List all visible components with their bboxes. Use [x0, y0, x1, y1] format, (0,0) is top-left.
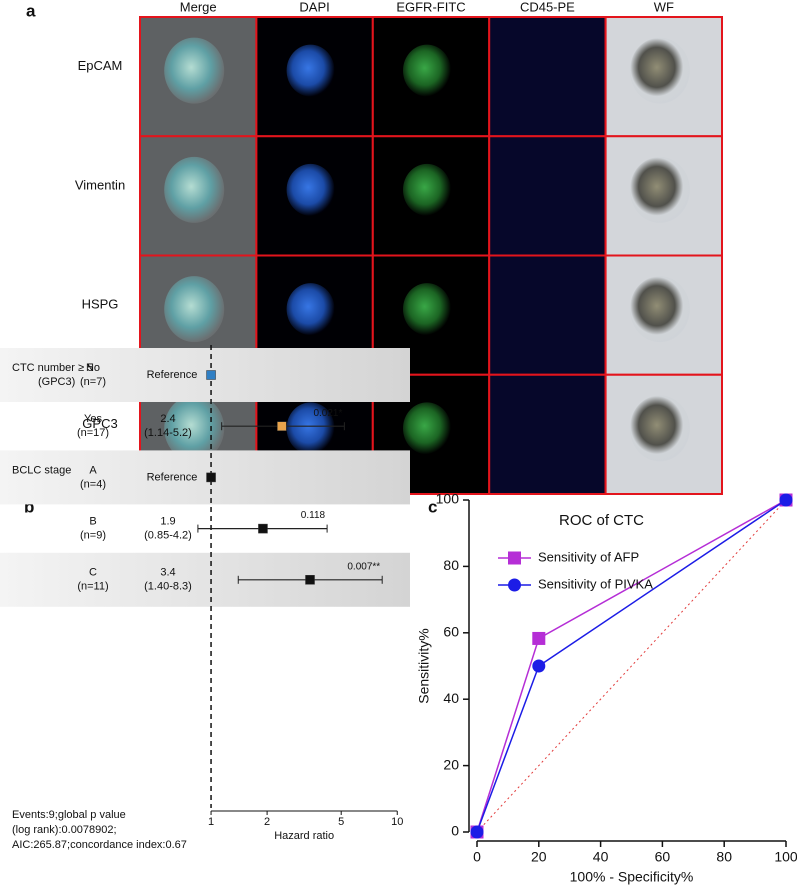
y-tick-label: 80	[443, 557, 459, 573]
panel-label: c	[428, 497, 437, 516]
chart-title: ROC of CTC	[559, 512, 644, 529]
hazard-marker	[305, 575, 315, 585]
y-tick-label: 20	[443, 756, 459, 772]
group-label: BCLC stage	[12, 464, 71, 476]
hazard-marker	[277, 421, 287, 431]
point-marker	[532, 659, 546, 673]
cell-image	[164, 156, 225, 223]
cell-image	[629, 156, 690, 223]
roc-chart: ROC of CTC 0 20 40 60 80 100 0 20 40 60 80 100 100% -…	[416, 491, 797, 885]
p-value-label: 0.021*	[313, 408, 342, 419]
y-tick-label: 0	[451, 823, 459, 839]
micrograph	[488, 135, 607, 257]
row-label: HSPG	[82, 297, 119, 312]
column-header: Merge	[180, 0, 217, 14]
cell-image	[286, 163, 335, 216]
legend-label: Sensitivity of AFP	[538, 549, 639, 564]
cell-image	[164, 276, 225, 343]
footnote: (log rank):0.0078902;	[12, 824, 117, 836]
p-value-label: 0.007**	[347, 561, 380, 572]
row-n: (n=4)	[80, 478, 106, 490]
column-header: EGFR-FITC	[396, 0, 465, 14]
x-tick-label: 5	[338, 816, 344, 828]
ci-label: (1.14-5.2)	[144, 427, 192, 439]
estimate-label: 2.4	[160, 413, 175, 425]
group-label: (GPC3)	[38, 376, 75, 388]
x-tick-label: 2	[264, 816, 270, 828]
point-marker	[532, 631, 546, 645]
x-axis-title: 100% - Specificity%	[570, 869, 694, 885]
point-marker	[779, 493, 793, 507]
legend-label: Sensitivity of PIVKA	[538, 576, 653, 591]
x-tick-label: 80	[716, 849, 732, 865]
cell-image	[164, 395, 225, 462]
hazard-marker	[206, 472, 216, 483]
column-header: CD45-PE	[520, 0, 575, 14]
row-band	[0, 348, 410, 402]
forest-plot: CTC number ≥ 5 (GPC3) No (n=7) Reference Yes (…	[0, 345, 410, 851]
y-tick-label: 40	[443, 690, 459, 706]
row-band	[0, 450, 410, 505]
cell-image	[403, 402, 451, 455]
x-tick-label: 100	[774, 849, 797, 865]
panel-label: b	[24, 497, 34, 516]
hazard-marker	[206, 370, 216, 380]
row-label: GPC3	[82, 416, 117, 431]
x-axis-title: Hazard ratio	[274, 830, 334, 842]
column-header: DAPI	[299, 0, 329, 14]
row-label: EpCAM	[78, 58, 123, 73]
cell-image	[403, 163, 451, 216]
cell-image	[629, 37, 690, 104]
x-tick-label: 40	[593, 849, 609, 865]
footnote: AIC:265.87;concordance index:0.67	[12, 839, 187, 851]
cell-image	[629, 395, 690, 462]
row-name: Yes	[84, 413, 102, 425]
row-name: No	[86, 362, 100, 374]
row-name: C	[89, 567, 97, 579]
row-n: (n=7)	[80, 376, 106, 388]
micrograph	[488, 254, 607, 376]
ci-label: (0.85-4.2)	[144, 530, 192, 542]
cell-image	[286, 402, 335, 455]
y-tick-label: 60	[443, 624, 459, 640]
x-tick-label: 0	[473, 849, 481, 865]
row-label: Vimentin	[75, 177, 125, 192]
point-marker	[470, 825, 484, 839]
ci-label: (1.40-8.3)	[144, 581, 192, 593]
cell-image	[164, 37, 225, 104]
reference-line	[476, 499, 787, 833]
estimate-label: 3.4	[160, 567, 175, 579]
cell-image	[286, 44, 335, 97]
row-n: (n=11)	[77, 581, 108, 593]
x-tick-label: 20	[531, 849, 547, 865]
group-label: CTC number ≥ 5	[12, 362, 93, 374]
cell-image	[403, 44, 451, 97]
x-tick-label: 1	[208, 816, 214, 828]
row-name: B	[89, 516, 96, 528]
y-tick-label: 100	[436, 491, 460, 507]
micrograph	[488, 16, 607, 138]
estimate-label: Reference	[147, 471, 198, 483]
legend-marker	[508, 578, 521, 592]
column-header: WF	[654, 0, 674, 14]
y-axis-title: Sensitivity%	[416, 628, 432, 703]
row-n: (n=9)	[80, 530, 106, 542]
row-name: A	[89, 464, 97, 476]
cell-image	[403, 283, 451, 336]
hazard-marker	[258, 523, 268, 534]
p-value-label: 0.118	[301, 510, 326, 521]
legend-marker	[508, 551, 521, 565]
x-tick-label: 10	[391, 816, 403, 828]
footnote: Events:9;global p value	[12, 809, 126, 821]
panel-label: a	[26, 1, 36, 20]
x-tick-label: 60	[655, 849, 671, 865]
row-n: (n=17)	[77, 427, 109, 439]
cell-image	[286, 283, 335, 336]
estimate-label: 1.9	[160, 516, 175, 528]
cell-image	[629, 276, 690, 343]
micrograph	[488, 373, 607, 495]
estimate-label: Reference	[147, 369, 198, 381]
